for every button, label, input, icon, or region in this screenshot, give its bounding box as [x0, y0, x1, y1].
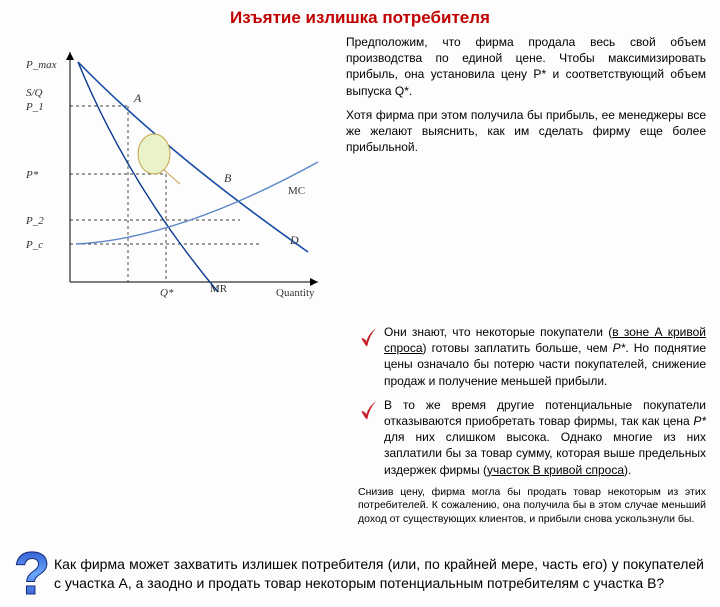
callout-tail [164, 170, 180, 184]
chart-svg: P_max S/Q P_1 P* P_2 P_c Q* Quantity A B D MR… [18, 34, 338, 324]
svg-text:P_1: P_1 [25, 101, 44, 113]
d-curve-label: D [289, 233, 299, 247]
check-icon [358, 326, 378, 350]
mid-p1-text: Они знают, что некоторые покупатели (в з… [384, 325, 706, 388]
svg-text:P*: P* [25, 169, 39, 181]
mc-curve-label: MC [288, 185, 305, 197]
intro-p2: Хотя фирма при этом получила бы прибыль,… [346, 107, 706, 156]
svg-text:P_max: P_max [25, 59, 57, 71]
mid-p2: В то же время другие потенциальные покуп… [358, 397, 706, 478]
mid-section: Они знают, что некоторые покупатели (в з… [0, 324, 720, 543]
svg-text:S/Q: S/Q [26, 87, 43, 99]
top-row: P_max S/Q P_1 P* P_2 P_c Q* Quantity A B D MR… [0, 34, 720, 324]
bottom-question-text: Как фирма может захватить излишек потреб… [54, 555, 704, 593]
point-a-label: A [133, 91, 142, 105]
demand-curve [78, 62, 308, 252]
economics-chart: P_max S/Q P_1 P* P_2 P_c Q* Quantity A B D MR… [18, 34, 338, 324]
mid-text: Они знают, что некоторые покупатели (в з… [358, 324, 706, 535]
y-axis-labels: P_max S/Q P_1 P* P_2 P_c [25, 59, 57, 251]
mid-p1: Они знают, что некоторые покупатели (в з… [358, 324, 706, 389]
intro-text: Предположим, что фирма продала весь свой… [338, 34, 706, 324]
question-mark-icon: ? [10, 547, 54, 601]
mid-p2-text: В то же время другие потенциальные покуп… [384, 398, 706, 477]
quantity-axis-label: Quantity [276, 287, 315, 299]
check-icon [358, 399, 378, 423]
point-b-label: B [224, 171, 232, 185]
page-title: Изъятие излишка потребителя [0, 0, 720, 34]
dash-lines [70, 106, 262, 282]
intro-p1: Предположим, что фирма продала весь свой… [346, 34, 706, 99]
bottom-question: ? Как фирма может захватить излишек потр… [0, 543, 720, 601]
svg-text:P_c: P_c [25, 239, 43, 251]
x-axis-arrow [310, 278, 318, 286]
mr-curve-label: MR [210, 283, 228, 295]
qstar-label: Q* [160, 287, 174, 299]
callout-balloon [138, 134, 170, 174]
y-axis-arrow [66, 52, 74, 60]
mr-curve [78, 62, 218, 292]
mid-small-text: Снизив цену, фирма могла бы продать това… [358, 486, 706, 527]
svg-text:P_2: P_2 [25, 215, 44, 227]
